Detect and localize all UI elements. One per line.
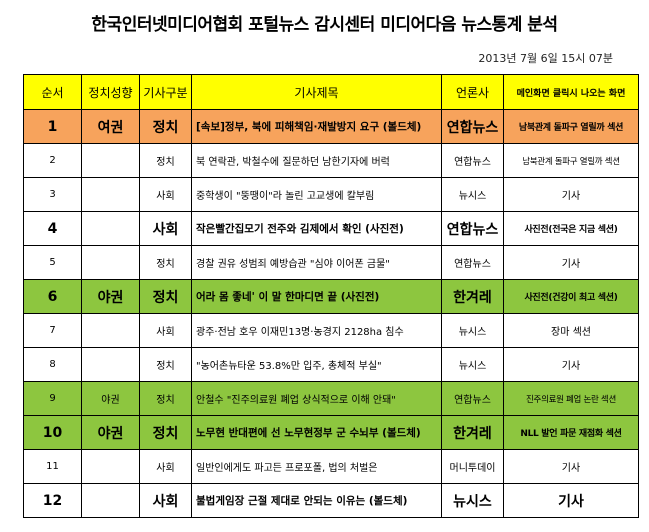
row-screen: 진주의료원 폐업 논란 섹션	[503, 381, 639, 416]
header-lean: 정치성향	[81, 74, 140, 110]
row-press: 뉴시스	[441, 177, 504, 212]
row-no: 1	[23, 109, 82, 144]
table-row: 5 정치 경찰 권유 성범죄 예방습관 "심야 이어폰 금물" 연합뉴스 기사	[23, 245, 639, 280]
row-title: 중학생이 "뚱땡이"라 놀린 고교생에 칼부림	[191, 177, 442, 212]
row-category: 사회	[139, 211, 192, 246]
row-screen: 남북관계 돌파구 열릴까 섹션	[503, 109, 639, 144]
page-title: 한국인터넷미디어협회 포털뉴스 감시센터 미디어다음 뉴스통계 분석	[91, 15, 558, 35]
row-category: 정치	[139, 143, 192, 178]
row-no: 10	[23, 415, 82, 450]
row-no: 6	[23, 279, 82, 314]
row-press: 연합뉴스	[441, 109, 504, 144]
header-press: 언론사	[441, 74, 504, 110]
row-no: 7	[23, 313, 82, 348]
table-row: 12 사회 불법게임장 근절 제대로 안되는 이유는 (볼드체) 뉴시스 기사	[23, 483, 639, 518]
row-title: [속보]정부, 북에 피해책임·재발방지 요구 (볼드체)	[191, 109, 442, 144]
row-no: 2	[23, 143, 82, 178]
row-title: 어라 몸 좋네' 이 말 한마디면 끝 (사진전)	[191, 279, 442, 314]
row-category: 정치	[139, 279, 192, 314]
header-no: 순서	[23, 74, 82, 110]
row-lean	[81, 143, 140, 178]
row-no: 11	[23, 449, 82, 484]
row-lean: 야권	[81, 279, 140, 314]
header-title: 기사제목	[191, 74, 442, 110]
table-row: 3 사회 중학생이 "뚱땡이"라 놀린 고교생에 칼부림 뉴시스 기사	[23, 177, 639, 212]
row-title: 안철수 "진주의료원 폐업 상식적으로 이해 안돼"	[191, 381, 442, 416]
row-category: 정치	[139, 381, 192, 416]
row-no: 5	[23, 245, 82, 280]
row-category: 정치	[139, 347, 192, 382]
row-title: 일반인에게도 파고든 프로포폴, 법의 처벌은	[191, 449, 442, 484]
row-screen: 기사	[503, 449, 639, 484]
table-row: 8 정치 "농어촌뉴타운 53.8%만 입주, 총체적 부실" 뉴시스 기사	[23, 347, 639, 382]
header-screen: 메인화면 클릭시 나오는 화면	[503, 74, 639, 110]
row-lean	[81, 347, 140, 382]
row-screen: 장마 섹션	[503, 313, 639, 348]
table-row: 7 사회 광주·전남 호우 이재민13명·농경지 2128ha 침수 뉴시스 장마 섹션	[23, 313, 639, 348]
row-title: 경찰 권유 성범죄 예방습관 "심야 이어폰 금물"	[191, 245, 442, 280]
row-lean: 야권	[81, 381, 140, 416]
row-category: 정치	[139, 109, 192, 144]
row-screen: 기사	[503, 177, 639, 212]
table-row: 10 야권 정치 노무현 반대편에 선 노무현정부 군 수뇌부 (볼드체) 한겨레 NLL…	[23, 415, 639, 450]
row-lean	[81, 483, 140, 518]
row-press: 연합뉴스	[441, 143, 504, 178]
row-lean	[81, 449, 140, 484]
row-no: 4	[23, 211, 82, 246]
table-row: 4 사회 작은빨간집모기 전주와 김제에서 확인 (사진전) 연합뉴스 사진전(전국은 …	[23, 211, 639, 246]
row-no: 12	[23, 483, 82, 518]
row-press: 뉴시스	[441, 483, 504, 518]
row-screen: NLL 발언 파문 재점화 섹션	[503, 415, 639, 450]
row-press: 뉴시스	[441, 347, 504, 382]
row-press: 한겨레	[441, 279, 504, 314]
row-no: 8	[23, 347, 82, 382]
row-lean	[81, 177, 140, 212]
row-press: 연합뉴스	[441, 381, 504, 416]
row-lean	[81, 313, 140, 348]
row-screen: 사진전(전국은 지금 섹션)	[503, 211, 639, 246]
row-lean: 야권	[81, 415, 140, 450]
row-lean	[81, 211, 140, 246]
row-screen: 기사	[503, 347, 639, 382]
row-screen: 남북관계 돌파구 열릴까 섹션	[503, 143, 639, 178]
row-lean	[81, 245, 140, 280]
row-title: 광주·전남 호우 이재민13명·농경지 2128ha 침수	[191, 313, 442, 348]
row-category: 사회	[139, 449, 192, 484]
report-datetime: 2013년 7월 6일 15시 07분	[478, 52, 613, 65]
row-screen: 기사	[503, 483, 639, 518]
row-press: 뉴시스	[441, 313, 504, 348]
row-screen: 기사	[503, 245, 639, 280]
row-title: 작은빨간집모기 전주와 김제에서 확인 (사진전)	[191, 211, 442, 246]
table-row: 1 여권 정치 [속보]정부, 북에 피해책임·재발방지 요구 (볼드체) 연합뉴스 남북…	[23, 109, 639, 144]
row-press: 머니투데이	[441, 449, 504, 484]
row-category: 정치	[139, 415, 192, 450]
row-no: 3	[23, 177, 82, 212]
row-press: 연합뉴스	[441, 211, 504, 246]
row-screen: 사진전(건강이 최고 섹션)	[503, 279, 639, 314]
row-title: "농어촌뉴타운 53.8%만 입주, 총체적 부실"	[191, 347, 442, 382]
row-no: 9	[23, 381, 82, 416]
row-category: 사회	[139, 483, 192, 518]
table-row: 11 사회 일반인에게도 파고든 프로포폴, 법의 처벌은 머니투데이 기사	[23, 449, 639, 484]
row-lean: 여권	[81, 109, 140, 144]
row-press: 연합뉴스	[441, 245, 504, 280]
table-row: 6 야권 정치 어라 몸 좋네' 이 말 한마디면 끝 (사진전) 한겨레 사진전(건강이…	[23, 279, 639, 314]
row-category: 정치	[139, 245, 192, 280]
table-row: 2 정치 북 연락관, 박철수에 질문하던 남한기자에 버럭 연합뉴스 남북관계 돌파구…	[23, 143, 639, 178]
header-category: 기사구분	[139, 74, 192, 110]
row-title: 노무현 반대편에 선 노무현정부 군 수뇌부 (볼드체)	[191, 415, 442, 450]
row-category: 사회	[139, 177, 192, 212]
table-header-row: 순서 정치성향 기사구분 기사제목 언론사 메인화면 클릭시 나오는 화면	[23, 74, 639, 110]
table-row: 9 야권 정치 안철수 "진주의료원 폐업 상식적으로 이해 안돼" 연합뉴스 진주의료원…	[23, 381, 639, 416]
row-category: 사회	[139, 313, 192, 348]
row-title: 북 연락관, 박철수에 질문하던 남한기자에 버럭	[191, 143, 442, 178]
row-title: 불법게임장 근절 제대로 안되는 이유는 (볼드체)	[191, 483, 442, 518]
row-press: 한겨레	[441, 415, 504, 450]
